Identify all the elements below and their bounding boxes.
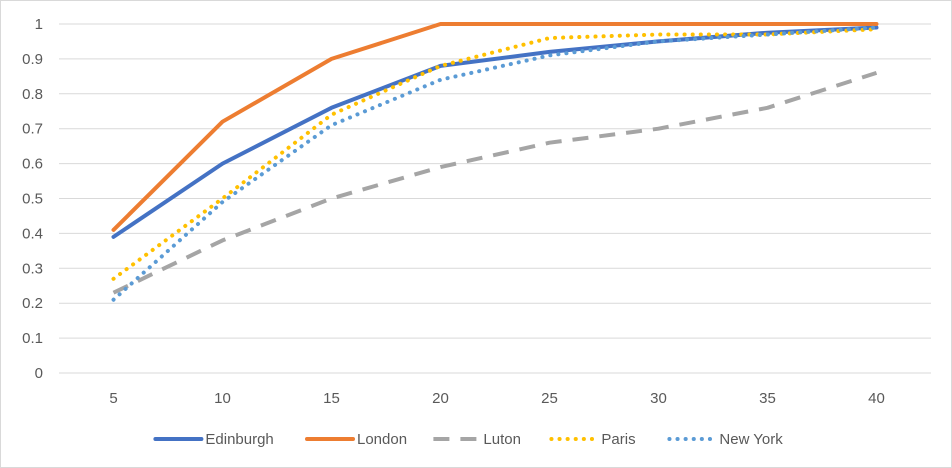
legend-label-london: London bbox=[357, 431, 407, 448]
series-line-london bbox=[111, 22, 879, 232]
x-tick-label: 35 bbox=[759, 390, 776, 407]
y-tick-label: 0.5 bbox=[22, 191, 43, 208]
gridlines bbox=[59, 23, 931, 374]
legend: Edinburgh London Luton Paris New York bbox=[153, 431, 783, 448]
y-tick-label: 0.9 bbox=[22, 51, 43, 68]
x-tick-label: 40 bbox=[868, 390, 885, 407]
series-lines bbox=[111, 22, 879, 302]
y-tick-label: 0.6 bbox=[22, 156, 43, 173]
y-tick-label: 0.8 bbox=[22, 86, 43, 103]
y-tick-label: 0 bbox=[35, 365, 43, 382]
legend-label-paris: Paris bbox=[601, 431, 635, 448]
x-tick-label: 5 bbox=[109, 390, 117, 407]
legend-label-edinburgh: Edinburgh bbox=[205, 431, 273, 448]
legend-label-new-york: New York bbox=[719, 431, 783, 448]
x-tick-label: 20 bbox=[432, 390, 449, 407]
x-tick-label: 25 bbox=[541, 390, 558, 407]
y-tick-label: 0.2 bbox=[22, 295, 43, 312]
y-tick-label: 0.3 bbox=[22, 260, 43, 277]
y-tick-label: 1 bbox=[35, 16, 43, 33]
series-line-paris bbox=[111, 27, 879, 281]
x-tick-label: 30 bbox=[650, 390, 667, 407]
y-tick-label: 0.4 bbox=[22, 225, 43, 242]
y-tick-label: 0.1 bbox=[22, 330, 43, 347]
legend-label-luton: Luton bbox=[483, 431, 521, 448]
y-tick-label: 0.7 bbox=[22, 121, 43, 138]
series-line-luton bbox=[112, 70, 878, 295]
x-tick-label: 15 bbox=[323, 390, 340, 407]
x-tick-label: 10 bbox=[214, 390, 231, 407]
series-line-new-york bbox=[111, 25, 879, 302]
x-axis-ticks: 5 10 15 20 25 30 35 40 bbox=[109, 390, 885, 407]
y-axis-ticks: 0 0.1 0.2 0.3 0.4 0.5 0.6 0.7 0.8 0.9 1 bbox=[22, 16, 43, 382]
